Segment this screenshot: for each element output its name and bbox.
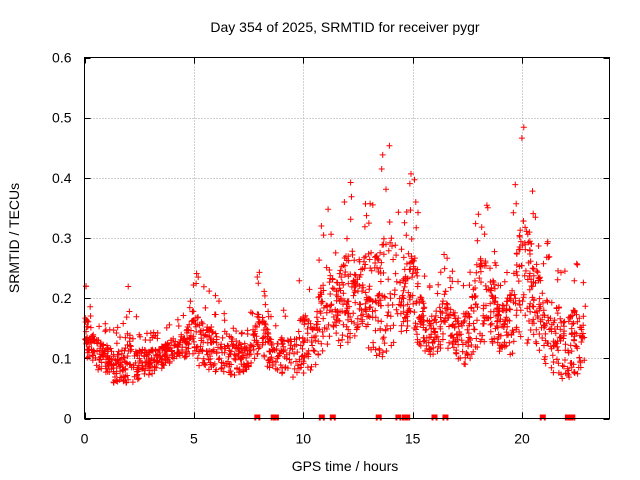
axis-marker xyxy=(442,414,449,421)
x-tick-label: 10 xyxy=(295,431,311,447)
axis-marker xyxy=(318,414,325,421)
axis-marker xyxy=(539,414,546,421)
axis-marker xyxy=(569,414,576,421)
scatter-plus-marks xyxy=(82,124,589,386)
y-axis-label: SRMTID / TECUs xyxy=(6,183,22,293)
axis-marker xyxy=(329,414,336,421)
y-tick-label: 0.5 xyxy=(52,110,72,126)
x-tick-label: 5 xyxy=(190,431,198,447)
axis-marker xyxy=(375,414,382,421)
axis-marker xyxy=(404,414,411,421)
y-tick-label: 0.2 xyxy=(52,290,72,306)
axis-marker xyxy=(272,414,279,421)
axis-marker xyxy=(395,414,402,421)
x-tick-label: 20 xyxy=(514,431,530,447)
y-tick-label: 0.6 xyxy=(52,50,72,66)
x-axis-label: GPS time / hours xyxy=(292,458,399,474)
axis-marker xyxy=(254,414,261,421)
axis-marker xyxy=(431,414,438,421)
axis-ticks: 0 5 10 15 20 0 0.1 0.2 0.3 0.4 0.5 0.6 xyxy=(52,50,610,447)
plot-border xyxy=(84,57,610,419)
x-tick-label: 15 xyxy=(405,431,421,447)
chart-title: Day 354 of 2025, SRMTID for receiver pyg… xyxy=(210,19,480,35)
data-points xyxy=(82,124,589,386)
y-tick-label: 0.1 xyxy=(52,350,72,366)
y-tick-label: 0 xyxy=(64,411,72,427)
y-tick-label: 0.3 xyxy=(52,230,72,246)
axis-markers xyxy=(254,414,576,421)
x-tick-label: 0 xyxy=(81,431,89,447)
y-tick-label: 0.4 xyxy=(52,170,72,186)
